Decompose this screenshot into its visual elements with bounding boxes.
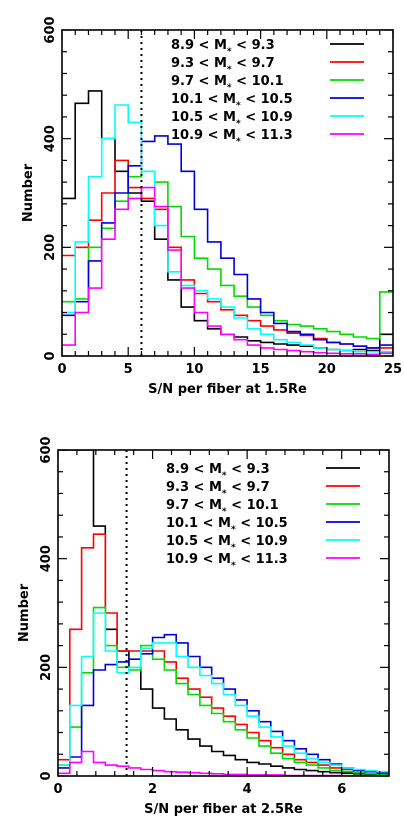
- plot-area: [62, 90, 393, 356]
- y-axis-label: Number: [17, 583, 32, 642]
- x-tick-label: 10: [185, 362, 203, 377]
- plot-frame: [61, 29, 394, 357]
- x-axis-label: S/N per fiber at 1.5Re: [148, 382, 307, 397]
- legend-label: 8.9 < M* < 9.3: [171, 38, 275, 57]
- legend-label: 9.7 < M* < 10.1: [166, 498, 279, 517]
- legend-label: 10.5 < M* < 10.9: [166, 534, 288, 553]
- plot-frame: [57, 449, 390, 777]
- series-line-3: [58, 606, 389, 776]
- legend-label: 8.9 < M* < 9.3: [166, 462, 270, 481]
- x-tick-label: 0: [53, 782, 62, 797]
- y-tick-label: 200: [39, 654, 54, 681]
- x-tick-label: 6: [337, 782, 346, 797]
- y-tick-label: 0: [39, 771, 54, 780]
- x-tick-label: 2: [148, 782, 157, 797]
- legend-label: 10.5 < M* < 10.9: [171, 110, 293, 129]
- y-axis-label: Number: [21, 163, 36, 222]
- x-tick-label: 0: [57, 362, 66, 377]
- y-tick-label: 200: [43, 234, 58, 261]
- y-tick-label: 600: [43, 16, 58, 43]
- legend: 8.9 < M* < 9.39.3 < M* < 9.79.7 < M* < 1…: [166, 462, 360, 571]
- series-line-2: [58, 533, 389, 775]
- y-tick-label: 400: [43, 125, 58, 152]
- series-line-5: [58, 612, 389, 773]
- y-tick-label: 600: [39, 436, 54, 463]
- y-tick-label: 400: [39, 545, 54, 572]
- x-tick-label: 4: [243, 782, 252, 797]
- x-tick-label: 15: [252, 362, 270, 377]
- series-line-3: [62, 170, 393, 340]
- legend-label: 10.1 < M* < 10.5: [171, 92, 293, 111]
- series-line-2: [62, 159, 393, 349]
- legend: 8.9 < M* < 9.39.3 < M* < 9.79.7 < M* < 1…: [171, 38, 364, 147]
- legend-label: 9.3 < M* < 9.7: [171, 56, 275, 75]
- chart-panel-2: 0 2 4 6 0 200 400 600 S/N per fiber at 2.5Re Numb…: [17, 436, 390, 817]
- x-axis-label: S/N per fiber at 2.5Re: [144, 802, 303, 817]
- x-tick-label: 5: [124, 362, 133, 377]
- x-tick-label: 25: [384, 362, 402, 377]
- legend-label: 10.9 < M* < 11.3: [171, 128, 293, 147]
- legend-label: 10.1 < M* < 10.5: [166, 516, 288, 535]
- series-line-6: [62, 186, 393, 356]
- legend-label: 9.3 < M* < 9.7: [166, 480, 270, 499]
- y-tick-label: 0: [43, 351, 58, 360]
- legend-label: 10.9 < M* < 11.3: [166, 552, 288, 571]
- x-tick-label: 20: [318, 362, 336, 377]
- legend-label: 9.7 < M* < 10.1: [171, 74, 284, 93]
- series-line-4: [62, 135, 393, 349]
- chart-panel-1: 0 5 10 15 20 25 0 200 400 600 S/N per fiber at 1.5…: [21, 16, 402, 397]
